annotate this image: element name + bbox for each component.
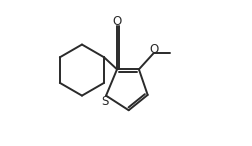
Text: S: S: [101, 95, 109, 108]
Text: O: O: [148, 43, 158, 56]
Text: O: O: [112, 15, 121, 28]
